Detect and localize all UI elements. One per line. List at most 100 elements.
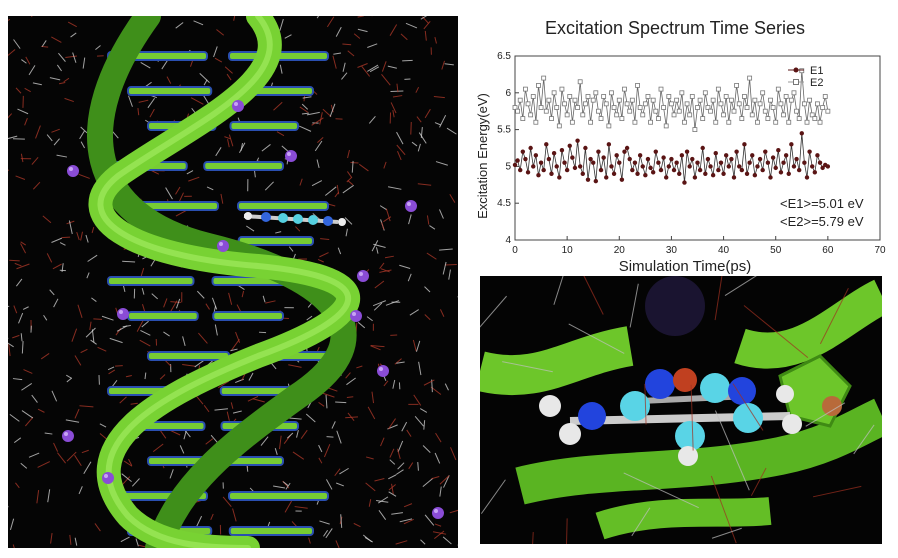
data-point-e1 xyxy=(523,156,528,162)
data-point-e1 xyxy=(729,156,734,162)
data-point-e2 xyxy=(536,83,541,88)
data-point-e2 xyxy=(669,101,674,107)
mean-e2-annotation: <E2>=5.79 eV xyxy=(780,214,864,229)
ligand-molecule xyxy=(243,212,346,226)
y-tick-label: 5 xyxy=(505,161,511,172)
data-point-e2 xyxy=(796,116,802,121)
data-point-e2 xyxy=(695,105,700,110)
data-point-e1 xyxy=(570,155,575,160)
x-tick-label: 0 xyxy=(512,245,518,256)
data-point-e1 xyxy=(726,164,731,169)
data-point-e2 xyxy=(809,112,815,118)
data-point-e2 xyxy=(572,97,578,103)
data-point-e2 xyxy=(684,101,690,107)
data-point-e1 xyxy=(739,167,745,173)
data-point-e1 xyxy=(679,153,685,158)
data-point-e1 xyxy=(643,173,648,178)
data-point-e1 xyxy=(708,164,713,169)
data-point-e1 xyxy=(684,149,690,154)
data-point-e2 xyxy=(697,97,703,103)
y-tick-label: 4 xyxy=(505,235,511,246)
data-point-e1 xyxy=(557,175,562,180)
data-point-e1 xyxy=(718,160,724,165)
data-point-e2 xyxy=(815,101,820,107)
data-point-e1 xyxy=(598,167,604,173)
data-point-e2 xyxy=(645,94,651,99)
data-point-e2 xyxy=(718,101,724,107)
data-point-e2 xyxy=(530,94,536,99)
data-point-e2 xyxy=(674,97,680,103)
data-point-e2 xyxy=(663,123,669,129)
water-molecules-closeup xyxy=(480,276,875,544)
data-point-e2 xyxy=(559,86,565,92)
data-point-e2 xyxy=(533,119,539,125)
data-point-e2 xyxy=(676,108,682,114)
dna-helix-render xyxy=(8,16,458,548)
data-point-e1 xyxy=(737,164,742,169)
data-point-e2 xyxy=(632,119,638,125)
data-point-e1 xyxy=(807,149,812,154)
data-point-e2 xyxy=(799,68,805,74)
data-point-e2 xyxy=(655,116,661,121)
data-point-e2 xyxy=(627,108,633,114)
data-point-e2 xyxy=(593,90,599,96)
data-point-e2 xyxy=(624,101,630,107)
series-e1 xyxy=(512,131,831,185)
data-point-e1 xyxy=(653,149,658,154)
data-point-e2 xyxy=(783,94,789,99)
data-point-e1 xyxy=(656,160,661,165)
data-point-e2 xyxy=(731,108,737,114)
data-point-e1 xyxy=(671,167,677,173)
data-point-e1 xyxy=(703,171,708,176)
legend-label-e1: E1 xyxy=(810,65,823,77)
data-point-e1 xyxy=(755,164,760,169)
ribbon-bottom xyxy=(515,398,882,505)
data-point-e2 xyxy=(541,75,547,81)
data-point-e1 xyxy=(734,149,739,154)
data-point-e1 xyxy=(815,153,820,158)
data-point-e1 xyxy=(648,165,653,171)
data-point-e2 xyxy=(708,108,713,114)
x-tick-label: 40 xyxy=(718,245,730,256)
ligand-closeup xyxy=(539,368,802,466)
data-point-e2 xyxy=(781,112,786,118)
data-point-e2 xyxy=(726,119,732,125)
sodium-ions xyxy=(62,100,444,519)
data-point-e1 xyxy=(677,171,682,176)
data-point-e2 xyxy=(734,83,740,88)
chart-title: Excitation Spectrum Time Series xyxy=(544,18,806,38)
data-point-e2 xyxy=(588,119,594,125)
data-point-e1 xyxy=(791,164,797,169)
data-point-e1 xyxy=(544,142,549,147)
data-point-e1 xyxy=(763,149,768,154)
chart-legend: E1 E2 xyxy=(788,65,823,89)
data-point-e2 xyxy=(653,108,659,114)
data-point-e2 xyxy=(650,97,656,103)
data-point-e2 xyxy=(736,101,742,107)
data-point-e1 xyxy=(588,156,593,162)
data-point-e1 xyxy=(619,177,625,182)
data-point-e2 xyxy=(577,79,583,85)
data-point-e1 xyxy=(531,164,536,169)
data-point-e2 xyxy=(775,86,781,92)
data-point-e1 xyxy=(528,145,533,151)
x-axis-label: Simulation Time(ps) xyxy=(619,258,752,275)
data-point-e2 xyxy=(804,119,810,125)
x-tick-label: 30 xyxy=(666,245,678,256)
data-point-e2 xyxy=(590,97,596,103)
ligand-closeup-render xyxy=(480,276,882,544)
data-point-e1 xyxy=(760,167,765,173)
data-point-e1 xyxy=(596,149,601,154)
ligand-closeup-illustration xyxy=(480,276,882,544)
data-point-e1 xyxy=(757,156,763,162)
data-point-e1 xyxy=(518,167,523,173)
data-point-e2 xyxy=(715,86,721,92)
data-point-e1 xyxy=(591,160,596,165)
data-point-e1 xyxy=(577,164,583,169)
data-point-e1 xyxy=(546,156,552,162)
data-point-e2 xyxy=(554,105,560,110)
data-point-e2 xyxy=(773,119,779,125)
data-point-e1 xyxy=(572,165,578,171)
data-point-e1 xyxy=(781,160,786,165)
data-point-e1 xyxy=(585,177,591,182)
